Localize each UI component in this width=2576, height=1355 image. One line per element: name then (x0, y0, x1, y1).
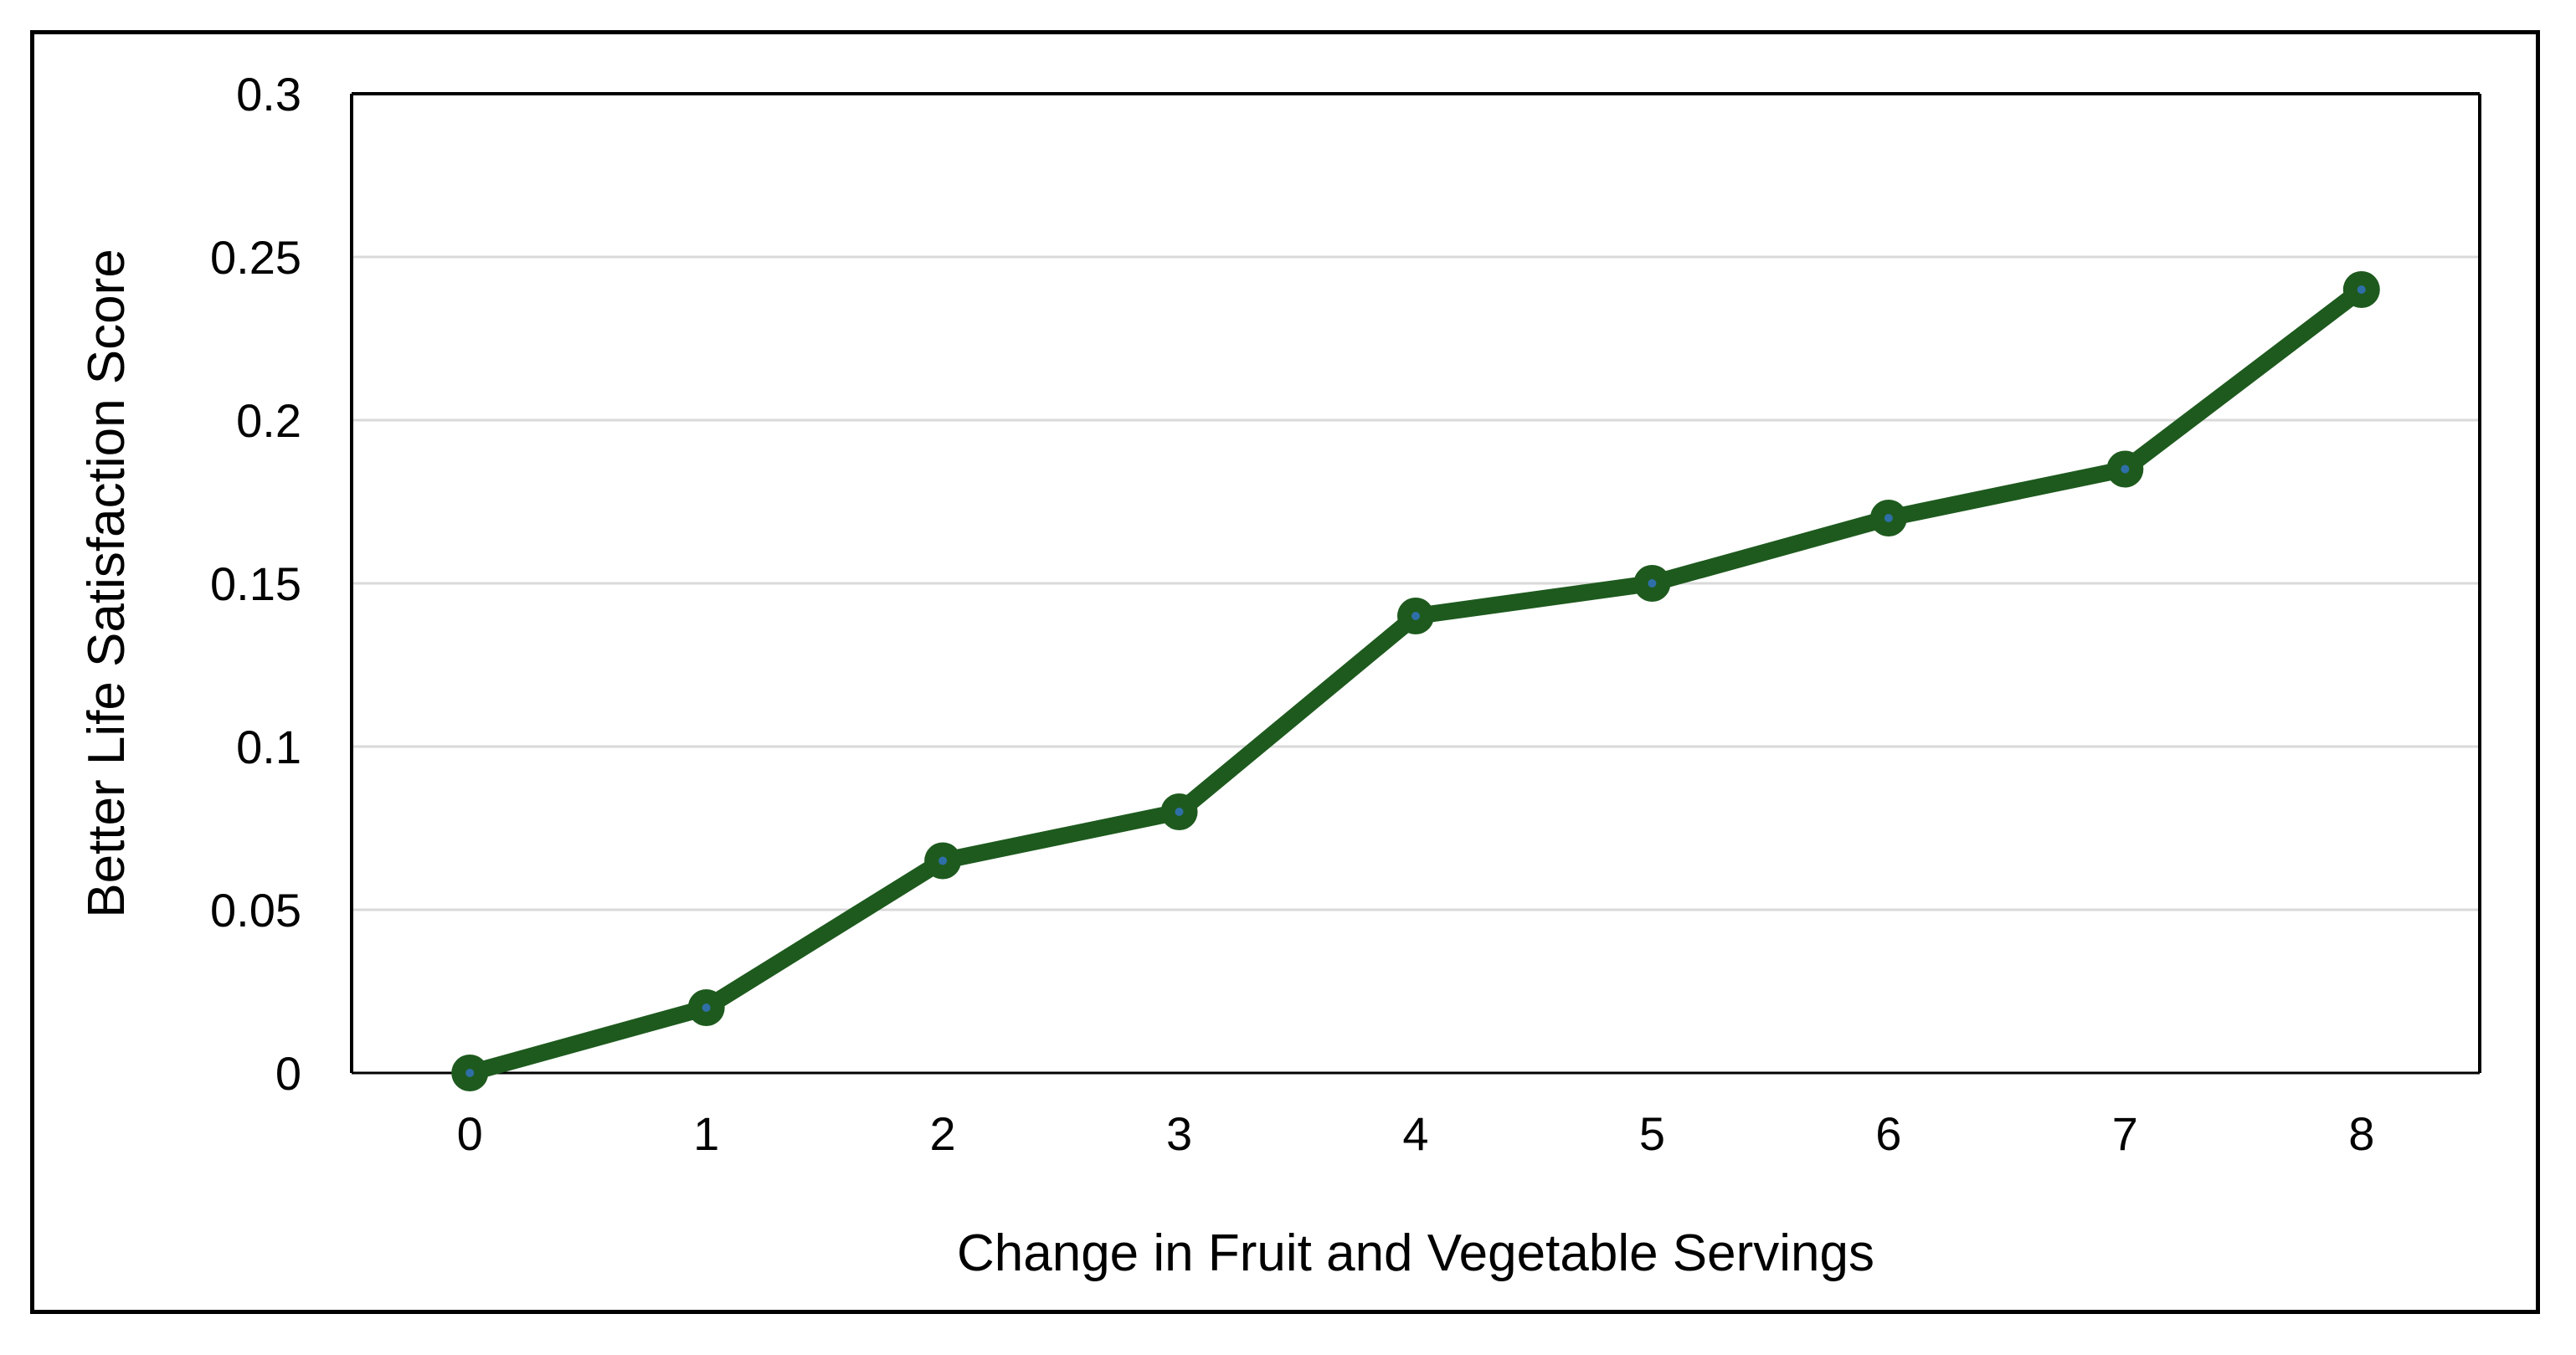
x-tick-label: 4 (1402, 1107, 1428, 1160)
y-tick-label: 0.05 (210, 884, 301, 937)
gridlines (352, 255, 2480, 911)
data-point-center (1411, 612, 1420, 620)
y-tick-label: 0 (275, 1047, 301, 1100)
data-point-center (938, 856, 948, 865)
x-tick-label: 7 (2112, 1107, 2138, 1160)
data-point-center (1175, 808, 1184, 816)
x-tick-label: 2 (930, 1107, 956, 1160)
y-axis-title: Better Life Satisfaction Score (78, 249, 136, 918)
data-point-center (702, 1003, 711, 1012)
y-tick-label: 0.1 (236, 721, 301, 773)
x-tick-label: 1 (693, 1107, 719, 1160)
data-point-center (465, 1069, 475, 1077)
x-tick-label: 3 (1166, 1107, 1192, 1160)
y-tick-label: 0.2 (236, 394, 301, 447)
y-tick-label: 0.3 (236, 68, 301, 121)
data-point-center (1884, 514, 1893, 522)
axes (350, 92, 2481, 1075)
x-tick-label: 0 (457, 1107, 483, 1160)
x-tick-labels: 0 1 2 3 4 5 6 7 8 (457, 1107, 2375, 1160)
series-layer (451, 271, 2380, 1091)
x-tick-label: 5 (1639, 1107, 1665, 1160)
y-tick-labels: 0 0.05 0.1 0.15 0.2 0.25 0.3 (210, 68, 301, 1100)
x-tick-label: 6 (1875, 1107, 1901, 1160)
data-point-center (1648, 579, 1657, 588)
y-tick-label: 0.15 (210, 557, 301, 610)
chart-frame (30, 30, 2540, 1314)
series-line (461, 281, 2370, 1081)
x-tick-label: 8 (2348, 1107, 2374, 1160)
y-tick-label: 0.25 (210, 231, 301, 284)
data-point-center (2357, 285, 2366, 294)
x-axis-title: Change in Fruit and Vegetable Servings (957, 1224, 1874, 1282)
data-point-center (2121, 464, 2130, 474)
